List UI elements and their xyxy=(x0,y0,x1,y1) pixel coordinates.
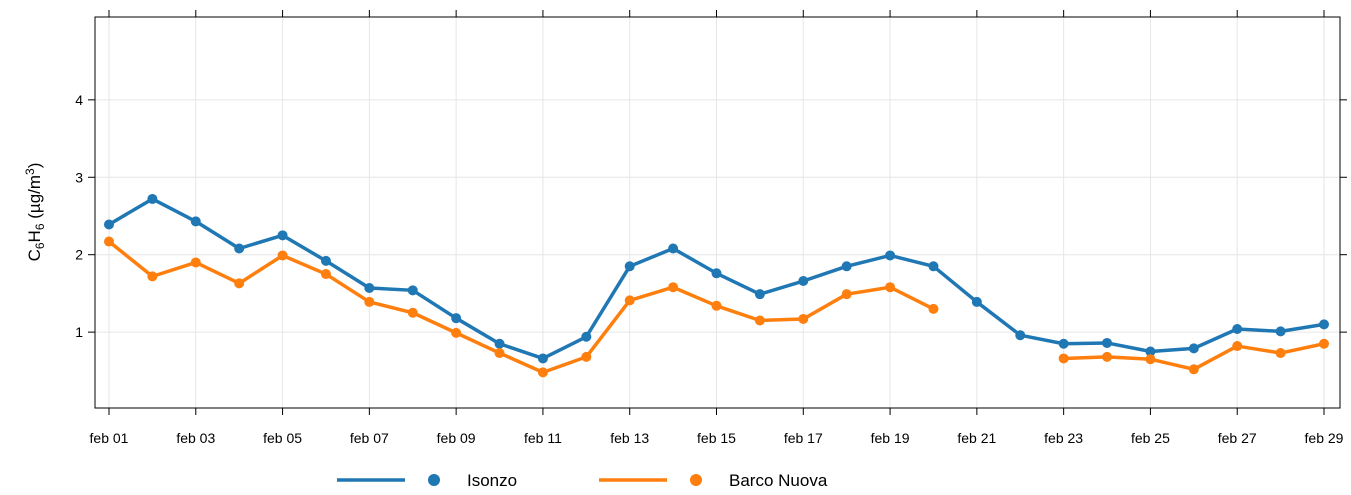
x-tick-label: feb 15 xyxy=(697,430,736,446)
data-point xyxy=(1188,364,1199,375)
data-point xyxy=(624,261,635,272)
y-tick-label: 4 xyxy=(75,92,83,108)
data-point xyxy=(1058,338,1069,349)
y-tick-label: 2 xyxy=(75,247,83,263)
x-tick-label: feb 29 xyxy=(1305,430,1344,446)
data-point xyxy=(1275,348,1286,359)
data-point xyxy=(581,331,592,342)
data-point xyxy=(234,243,245,254)
data-point xyxy=(190,216,201,227)
data-point xyxy=(841,261,852,272)
x-tick-label: feb 21 xyxy=(957,430,996,446)
data-point xyxy=(1145,354,1156,365)
data-point xyxy=(1015,330,1026,341)
x-tick-label: feb 11 xyxy=(524,430,562,446)
data-point xyxy=(1275,326,1286,337)
y-label-sub: 6 xyxy=(33,223,47,230)
data-point xyxy=(841,289,852,300)
data-point xyxy=(494,348,505,359)
data-point xyxy=(798,313,809,324)
data-point xyxy=(451,327,462,338)
y-label-part: H xyxy=(25,230,44,242)
data-point xyxy=(277,230,288,241)
x-tick-label: feb 09 xyxy=(437,430,476,446)
data-point xyxy=(407,307,418,318)
x-tick-label: feb 07 xyxy=(350,430,389,446)
data-point xyxy=(624,295,635,306)
data-point xyxy=(190,257,201,268)
x-tick-label: feb 17 xyxy=(784,430,823,446)
data-point xyxy=(885,282,896,293)
data-point xyxy=(581,351,592,362)
legend-label: Barco Nuova xyxy=(729,471,828,490)
data-point xyxy=(277,250,288,261)
x-tick-label: feb 13 xyxy=(610,430,649,446)
y-tick-label: 3 xyxy=(75,169,83,185)
data-point xyxy=(971,296,982,307)
data-point xyxy=(668,243,679,254)
plot-frame xyxy=(94,16,1341,409)
y-axis-label: C6H6 (µg/m3) xyxy=(23,163,47,262)
x-tick-label: feb 01 xyxy=(90,430,129,446)
y-label-sup: 3 xyxy=(23,168,37,175)
legend-marker xyxy=(690,474,702,486)
data-point xyxy=(364,282,375,293)
data-point xyxy=(885,250,896,261)
data-point xyxy=(1058,353,1069,364)
data-point xyxy=(364,296,375,307)
data-point xyxy=(320,269,331,280)
x-tick-label: feb 23 xyxy=(1044,430,1083,446)
y-label-part: (µg/m xyxy=(25,175,44,224)
legend-marker xyxy=(428,474,440,486)
y-label-sub: 6 xyxy=(33,242,47,249)
data-point xyxy=(537,367,548,378)
data-point xyxy=(147,271,158,282)
data-point xyxy=(1102,351,1113,362)
data-point xyxy=(1319,338,1329,349)
data-point xyxy=(1145,346,1156,357)
x-tick-label: feb 25 xyxy=(1131,430,1170,446)
data-point xyxy=(104,219,114,230)
data-point xyxy=(928,261,939,272)
data-point xyxy=(711,268,722,279)
data-point xyxy=(537,353,548,364)
data-point xyxy=(668,282,679,293)
x-tick-label: feb 05 xyxy=(263,430,302,446)
data-point xyxy=(494,338,505,349)
data-point xyxy=(234,278,245,289)
data-point xyxy=(320,255,331,266)
legend-label: Isonzo xyxy=(467,471,517,490)
data-point xyxy=(798,276,809,287)
data-point xyxy=(754,289,765,300)
y-label-part: C xyxy=(25,249,44,261)
data-point xyxy=(451,313,462,324)
data-point xyxy=(1232,324,1243,335)
series-line xyxy=(107,240,935,375)
data-point xyxy=(1102,337,1113,348)
data-point xyxy=(928,303,939,314)
data-point xyxy=(711,300,722,311)
data-point xyxy=(147,193,158,204)
x-tick-label: feb 03 xyxy=(176,430,215,446)
data-point xyxy=(1232,341,1243,352)
data-point xyxy=(1188,343,1199,354)
data-point xyxy=(754,315,765,326)
y-label-part: ) xyxy=(25,163,44,169)
data-point xyxy=(1319,319,1329,330)
x-tick-label: feb 19 xyxy=(871,430,910,446)
data-point xyxy=(104,236,114,247)
data-point xyxy=(407,285,418,296)
y-tick-label: 1 xyxy=(75,324,83,340)
x-tick-label: feb 27 xyxy=(1218,430,1257,446)
